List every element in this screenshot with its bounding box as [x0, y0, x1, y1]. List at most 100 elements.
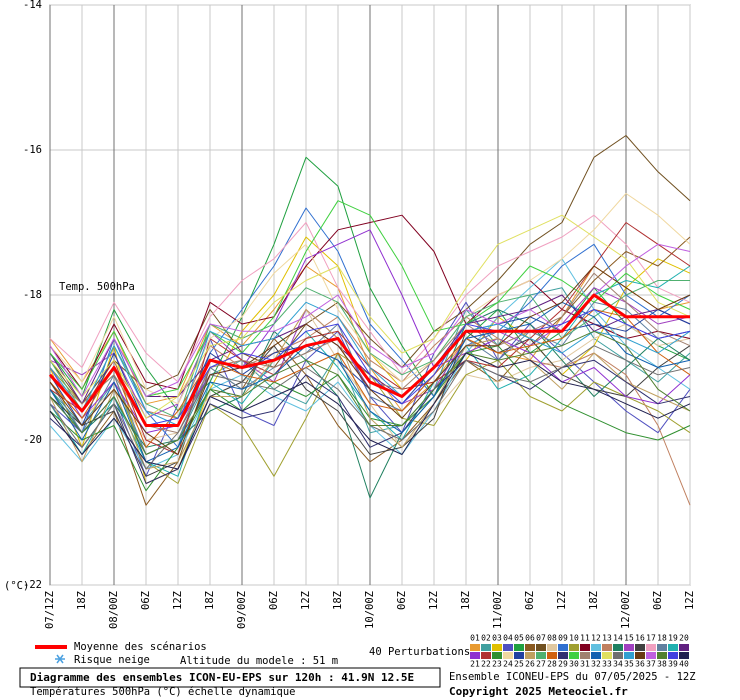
legend-swatch — [503, 652, 513, 659]
x-tick-label: 18Z — [204, 591, 216, 610]
legend-swatch — [657, 644, 667, 651]
y-tick-label: -14 — [23, 0, 42, 11]
legend-swatch — [646, 644, 656, 651]
x-tick-label: 18Z — [588, 591, 600, 610]
legend: 01 02 03 04 05 06 07 08 09 10 11 12 13 14 15 16 17 18 19 20… — [470, 634, 689, 669]
legend-label: 09 — [558, 634, 568, 643]
x-tick-label: 08/00Z — [108, 591, 120, 629]
member-line — [49, 265, 691, 455]
member-line — [49, 352, 691, 470]
legend-swatch — [602, 652, 612, 659]
legend-swatch — [470, 652, 480, 659]
member-line — [49, 156, 691, 412]
legend-label: 40 — [679, 660, 689, 669]
legend-swatch — [668, 652, 678, 659]
legend-label: 18 — [657, 634, 667, 643]
legend-swatch — [624, 644, 634, 651]
y-tick-label: -16 — [23, 144, 42, 156]
x-tick-label: 18Z — [332, 591, 344, 610]
legend-label: 12 — [591, 634, 601, 643]
legend-swatch — [624, 652, 634, 659]
legend-swatch — [646, 652, 656, 659]
member-line — [49, 214, 691, 383]
member-line — [49, 330, 691, 455]
x-tick-label: 10/00Z — [364, 591, 376, 629]
legend-label: 16 — [635, 634, 645, 643]
legend-label: 17 — [646, 634, 656, 643]
legend-label: 23 — [492, 660, 502, 669]
legend-label: 27 — [536, 660, 546, 669]
x-tick-label: 12Z — [684, 591, 696, 610]
legend-swatch — [481, 644, 491, 651]
legend-label: 21 — [470, 660, 480, 669]
legend-label: 29 — [558, 660, 568, 669]
legend-swatch — [591, 644, 601, 651]
legend-swatch — [514, 644, 524, 651]
legend-label: 10 — [569, 634, 579, 643]
legend-label: 11 — [580, 634, 590, 643]
x-tick-label: 12/00Z — [620, 591, 632, 629]
legend-swatch — [503, 644, 513, 651]
legend-label: 35 — [624, 660, 634, 669]
legend-swatch — [580, 652, 590, 659]
variable-label: Temp. 500hPa — [59, 281, 135, 293]
legend-label: 02 — [481, 634, 491, 643]
x-tick-label: 18Z — [76, 591, 88, 610]
legend-swatch — [536, 644, 546, 651]
chart-title: Diagramme des ensembles ICON-EU-EPS sur … — [30, 671, 414, 684]
legend-swatch — [547, 652, 557, 659]
legend-label: 26 — [525, 660, 535, 669]
copyright: Copyright 2025 Meteociel.fr — [449, 685, 628, 698]
legend-label: 15 — [624, 634, 634, 643]
x-tick-label: 12Z — [428, 591, 440, 610]
legend-label: 06 — [525, 634, 535, 643]
legend-swatch — [569, 644, 579, 651]
x-tick-label: 06Z — [396, 591, 408, 610]
legend-swatch — [591, 652, 601, 659]
member-line — [49, 309, 691, 470]
legend-label: 33 — [602, 660, 612, 669]
legend-label: 07 — [536, 634, 546, 643]
legend-label: 08 — [547, 634, 557, 643]
legend-label: 19 — [668, 634, 678, 643]
perturbations-label: 40 Perturbations — [369, 646, 470, 658]
legend-swatch — [679, 644, 689, 651]
mean-legend-label: Moyenne des scénarios — [74, 641, 207, 653]
legend-swatch — [668, 644, 678, 651]
legend-label: 28 — [547, 660, 557, 669]
legend-label: 22 — [481, 660, 491, 669]
legend-label: 30 — [569, 660, 579, 669]
legend-swatch — [470, 644, 480, 651]
legend-label: 05 — [514, 634, 524, 643]
legend-label: 38 — [657, 660, 667, 669]
member-line — [49, 214, 691, 419]
y-unit: (°C) — [4, 580, 29, 592]
legend-label: 01 — [470, 634, 480, 643]
legend-swatch — [558, 644, 568, 651]
x-tick-label: 09/00Z — [236, 591, 248, 629]
member-line — [49, 200, 691, 397]
legend-label: 24 — [503, 660, 513, 669]
legend-swatch — [613, 644, 623, 651]
legend-swatch — [547, 644, 557, 651]
legend-swatch — [558, 652, 568, 659]
x-tick-label: 11/00Z — [492, 591, 504, 629]
legend-label: 37 — [646, 660, 656, 669]
chart-subtitle: Températures 500hPa (°C) échelle dynamiq… — [30, 686, 296, 698]
member-line — [49, 330, 691, 477]
legend-swatch — [536, 652, 546, 659]
x-tick-label: 18Z — [460, 591, 472, 610]
legend-label: 14 — [613, 634, 623, 643]
legend-swatch — [635, 644, 645, 651]
snow-label: Risque neige — [74, 654, 150, 666]
x-tick-label: 06Z — [268, 591, 280, 610]
member-line — [49, 229, 691, 434]
legend-swatch — [613, 652, 623, 659]
legend-swatch — [492, 652, 502, 659]
x-tick-label: 12Z — [556, 591, 568, 610]
x-tick-label: 07/12Z — [44, 591, 56, 629]
member-line — [49, 309, 691, 448]
mean-line — [48, 293, 690, 427]
legend-swatch — [679, 652, 689, 659]
